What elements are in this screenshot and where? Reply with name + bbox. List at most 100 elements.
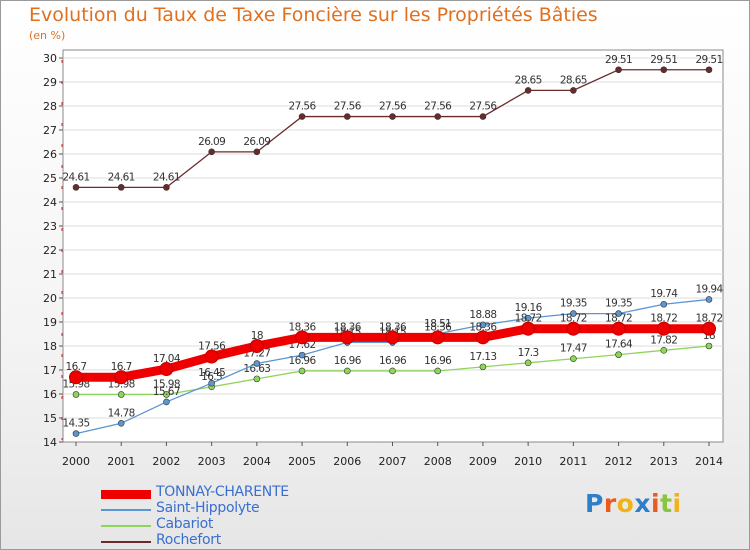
- y-tick-label: 23: [43, 220, 57, 233]
- x-tick-label: 2000: [62, 455, 90, 468]
- legend-swatch: [101, 541, 151, 543]
- y-axis-unit-label: (en %): [29, 29, 66, 42]
- data-point-rochefort: [343, 113, 351, 120]
- x-tick-label: 2004: [243, 455, 271, 468]
- data-point-saint-hippolyte: [298, 351, 306, 359]
- data-point-tonnay-charente: [611, 321, 626, 336]
- data-point-cabariot: [72, 391, 80, 398]
- legend-label: Cabariot: [156, 516, 214, 532]
- data-point-cabariot: [479, 363, 487, 371]
- data-label-cabariot: 17.13: [469, 351, 496, 363]
- data-point-saint-hippolyte: [253, 360, 261, 367]
- y-tick-label: 24: [43, 196, 57, 209]
- data-label-saint-hippolyte: 19.35: [560, 298, 587, 310]
- legend-label: Saint-Hippolyte: [156, 500, 260, 516]
- x-tick-label: 2009: [469, 455, 497, 468]
- data-point-rochefort: [253, 148, 261, 156]
- data-point-cabariot: [253, 375, 261, 383]
- legend-label: Rochefort: [156, 532, 221, 548]
- logo-letter: i: [651, 489, 661, 518]
- y-tick-label: 30: [43, 52, 57, 65]
- x-tick-label: 2014: [695, 455, 723, 468]
- data-label-tonnay-charente: 18.72: [695, 313, 722, 325]
- data-point-rochefort: [705, 66, 713, 74]
- data-label-rochefort: 24.61: [108, 171, 135, 183]
- data-label-rochefort: 29.51: [695, 54, 722, 66]
- y-tick-label: 29: [43, 76, 57, 89]
- data-point-rochefort: [660, 66, 668, 74]
- y-tick-label: 18: [43, 340, 57, 353]
- y-tick-label: 27: [43, 124, 57, 137]
- legend-swatch: [101, 509, 151, 511]
- x-tick-label: 2012: [605, 455, 633, 468]
- data-point-rochefort: [208, 148, 215, 156]
- data-point-saint-hippolyte: [660, 300, 668, 308]
- data-label-rochefort: 28.65: [515, 74, 542, 86]
- x-tick-label: 2013: [650, 455, 678, 468]
- y-tick-label: 25: [43, 172, 57, 185]
- data-point-saint-hippolyte: [208, 379, 215, 387]
- logo-letter: t: [660, 489, 673, 518]
- data-point-tonnay-charente: [295, 330, 310, 345]
- data-label-saint-hippolyte: 16.45: [198, 367, 225, 379]
- y-tick-label: 28: [43, 100, 57, 113]
- data-label-tonnay-charente: 18.72: [650, 313, 677, 325]
- proxiti-logo: Proxiti: [585, 489, 682, 518]
- data-point-cabariot: [524, 359, 532, 367]
- x-tick-label: 2003: [198, 455, 226, 468]
- data-label-saint-hippolyte: 19.74: [650, 288, 678, 300]
- data-point-tonnay-charente: [521, 321, 536, 336]
- y-tick-label: 21: [43, 268, 57, 281]
- data-label-rochefort: 26.09: [243, 136, 270, 148]
- data-label-saint-hippolyte: 15.67: [153, 386, 180, 398]
- data-label-rochefort: 24.61: [153, 171, 180, 183]
- x-tick-label: 2002: [152, 455, 180, 468]
- data-label-tonnay-charente: 16.7: [66, 361, 87, 373]
- data-label-tonnay-charente: 18.72: [515, 313, 542, 325]
- data-label-rochefort: 27.56: [334, 101, 362, 113]
- y-tick-label: 17: [43, 364, 57, 377]
- data-label-cabariot: 17.64: [605, 339, 633, 351]
- data-point-saint-hippolyte: [72, 430, 80, 437]
- data-point-saint-hippolyte: [705, 296, 713, 303]
- data-label-tonnay-charente: 18.36: [289, 321, 317, 333]
- data-point-tonnay-charente: [249, 339, 264, 353]
- data-point-rochefort: [117, 184, 125, 191]
- chart-title: Evolution du Taux de Taxe Foncière sur l…: [29, 4, 598, 26]
- data-point-cabariot: [615, 351, 622, 358]
- data-label-saint-hippolyte: 18.88: [469, 309, 496, 321]
- data-label-cabariot: 16.3: [201, 371, 222, 383]
- data-point-saint-hippolyte: [615, 310, 622, 317]
- logo-letter: i: [672, 489, 682, 518]
- data-label-saint-hippolyte: 19.35: [605, 298, 632, 310]
- data-point-rochefort: [615, 66, 622, 74]
- data-point-tonnay-charente: [475, 330, 490, 345]
- data-label-saint-hippolyte: 19.94: [695, 283, 723, 295]
- data-label-cabariot: 17.47: [560, 343, 587, 355]
- data-point-rochefort: [570, 87, 577, 94]
- data-label-tonnay-charente: 16.7: [111, 361, 132, 373]
- data-label-cabariot: 16.96: [379, 355, 407, 367]
- data-label-tonnay-charente: 18.36: [379, 321, 407, 333]
- data-point-saint-hippolyte: [570, 310, 577, 317]
- data-label-rochefort: 28.65: [560, 74, 587, 86]
- logo-letter: x: [634, 489, 651, 518]
- x-tick-label: 2011: [559, 455, 587, 468]
- x-tick-label: 2005: [288, 455, 316, 468]
- data-label-rochefort: 29.51: [605, 54, 632, 66]
- data-point-rochefort: [298, 113, 306, 120]
- y-tick-label: 15: [43, 412, 57, 425]
- x-tick-label: 2010: [514, 455, 542, 468]
- y-tick-label: 16: [43, 388, 57, 401]
- y-tick-label: 14: [43, 436, 57, 449]
- data-label-tonnay-charente: 18: [251, 330, 263, 342]
- data-point-rochefort: [389, 113, 396, 120]
- data-point-cabariot: [705, 342, 713, 350]
- y-tick-label: 20: [43, 292, 57, 305]
- legend-label: TONNAY-CHARENTE: [156, 484, 289, 500]
- data-point-tonnay-charente: [159, 362, 174, 377]
- data-label-rochefort: 27.56: [424, 101, 452, 113]
- data-label-rochefort: 27.56: [289, 101, 317, 113]
